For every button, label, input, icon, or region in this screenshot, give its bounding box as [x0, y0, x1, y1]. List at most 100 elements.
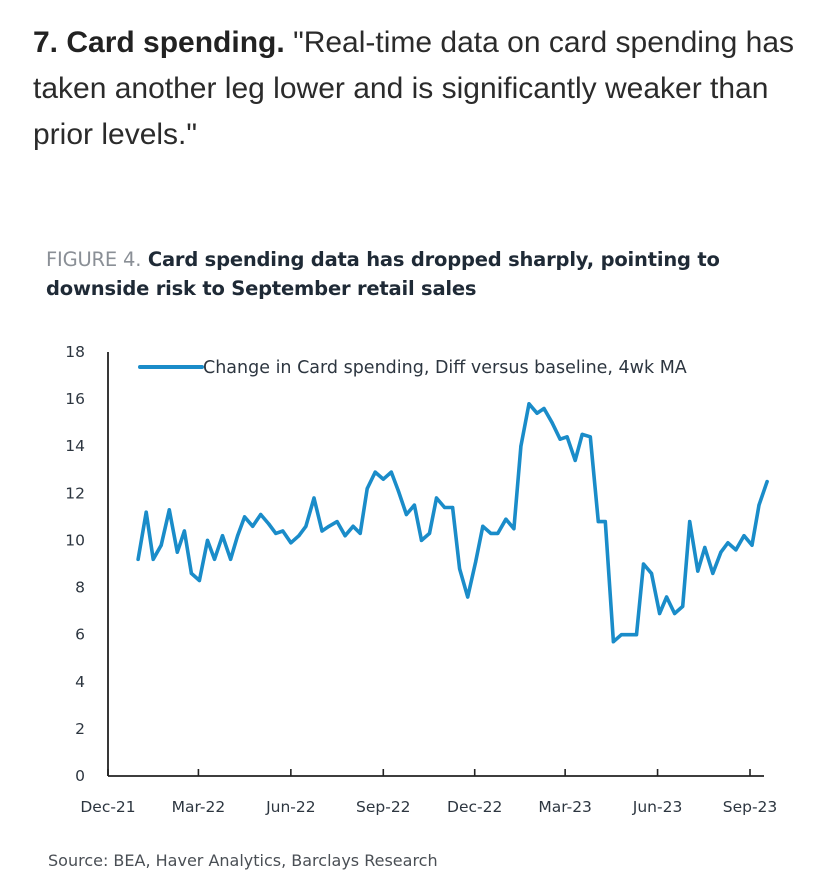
data-point [229, 557, 233, 561]
data-point [358, 531, 362, 536]
data-point [136, 557, 140, 561]
data-point [373, 470, 377, 474]
data-point [351, 524, 355, 528]
data-point [412, 503, 416, 507]
data-point [167, 508, 171, 512]
data-point [688, 520, 692, 524]
data-point [175, 550, 179, 554]
data-point [419, 538, 424, 543]
article-text: 7. Card spending. "Real-time data on car… [33, 20, 803, 158]
data-point [750, 543, 754, 547]
data-point [151, 557, 155, 561]
data-point [726, 541, 730, 545]
x-tick-label: Sep-23 [723, 798, 778, 816]
data-point [696, 569, 700, 573]
article-heading: 7. Card spending. [33, 26, 285, 59]
y-tick-label: 2 [75, 720, 85, 738]
data-point [596, 520, 600, 524]
data-point [734, 548, 738, 552]
data-point [212, 557, 217, 561]
data-point [742, 534, 746, 538]
data-point [711, 571, 715, 576]
x-tick-label: Mar-22 [172, 798, 226, 816]
data-point [312, 496, 316, 500]
data-point [512, 527, 516, 531]
data-point [236, 534, 240, 538]
data-point [381, 477, 385, 481]
data-point [504, 517, 508, 521]
data-point [205, 538, 210, 543]
legend-label: Change in Card spending, Diff versus bas… [203, 358, 687, 378]
series-group [136, 401, 769, 644]
data-point [489, 531, 493, 536]
data-point [719, 550, 723, 554]
y-tick-label: 16 [65, 390, 85, 408]
data-point [451, 505, 455, 510]
legend: Change in Card spending, Diff versus bas… [138, 358, 687, 378]
figure-label: FIGURE 4. [46, 248, 142, 271]
y-tick-label: 6 [75, 626, 85, 644]
data-point [658, 611, 662, 616]
data-point [681, 604, 685, 609]
series-line [136, 401, 769, 644]
data-point [765, 480, 769, 484]
data-point [466, 595, 470, 599]
data-point [588, 435, 592, 439]
x-tick-label: Jun-23 [632, 798, 683, 816]
data-point [757, 503, 761, 507]
data-point [259, 512, 263, 517]
data-point [458, 567, 462, 571]
data-point [297, 534, 301, 538]
y-tick-label: 10 [65, 531, 85, 549]
data-point [703, 545, 707, 550]
data-point [335, 520, 339, 524]
data-point [327, 524, 331, 528]
data-point [527, 402, 531, 406]
figure-source: Source: BEA, Haver Analytics, Barclays R… [48, 851, 438, 870]
data-point [404, 512, 408, 517]
data-point [251, 524, 255, 528]
x-tick-label: Jun-22 [265, 798, 316, 816]
x-tick-labels: Dec-21 Mar-22 Jun-22 Sep-22 Dec-22 Mar-23 Jun-… [80, 769, 777, 816]
data-point [396, 489, 400, 493]
data-point [343, 534, 347, 538]
data-point [573, 458, 577, 462]
data-point [159, 543, 163, 547]
data-point [197, 578, 201, 583]
data-point [389, 470, 393, 474]
y-tick-label: 8 [75, 579, 85, 597]
data-point [626, 633, 631, 637]
x-tick-label: Mar-23 [538, 798, 592, 816]
y-tick-label: 12 [65, 484, 85, 502]
data-point [665, 595, 669, 599]
figure-title-text: Card spending data has dropped sharply, … [46, 248, 720, 300]
x-tick-label: Dec-22 [447, 798, 502, 816]
data-point [481, 524, 485, 528]
data-point [565, 435, 569, 439]
data-point [641, 562, 646, 566]
y-tick-label: 4 [75, 673, 85, 691]
y-tick-labels: 0 2 4 6 8 10 12 14 16 18 [65, 343, 85, 785]
data-point [189, 571, 193, 576]
data-point [611, 640, 616, 644]
data-point [619, 633, 624, 637]
data-point [496, 531, 500, 536]
data-point [558, 437, 562, 441]
article-quote: "Real-time data on card spending has tak… [33, 26, 795, 151]
data-point [443, 505, 447, 510]
data-point [144, 510, 148, 514]
data-point [274, 531, 278, 536]
data-point [304, 524, 308, 528]
y-tick-label: 18 [65, 343, 85, 361]
data-point [474, 560, 478, 564]
figure-title: FIGURE 4. Card spending data has dropped… [46, 245, 806, 303]
data-point [182, 529, 186, 533]
data-point [519, 444, 523, 448]
data-point [535, 411, 539, 415]
data-point [542, 406, 546, 411]
data-point [243, 515, 247, 519]
data-point [320, 529, 324, 533]
data-point [289, 541, 293, 545]
y-tick-label: 0 [75, 767, 85, 785]
